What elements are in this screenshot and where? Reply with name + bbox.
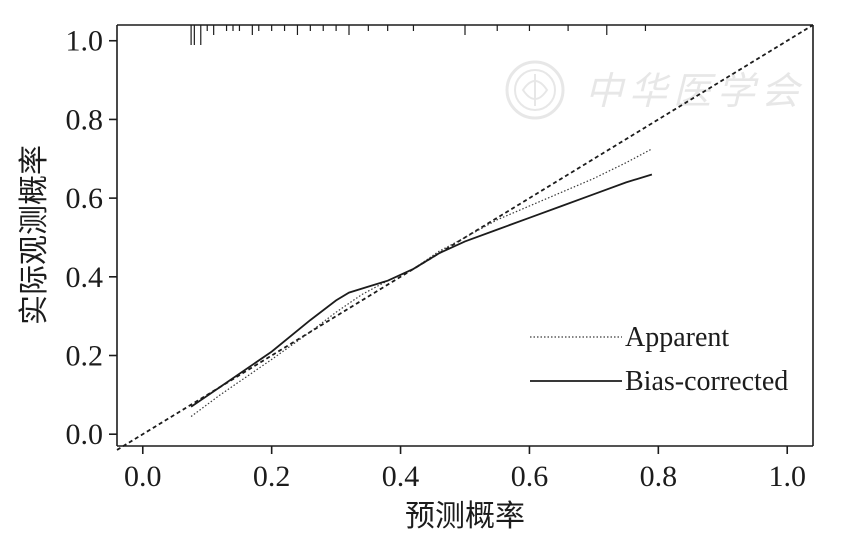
x-tick-label-0: 0.0 — [124, 460, 162, 493]
y-axis-ticks: 0.0 0.2 0.4 0.6 0.8 1.0 — [66, 25, 117, 451]
y-tick-label-5: 1.0 — [66, 25, 104, 58]
x-tick-label-4: 0.8 — [640, 460, 678, 493]
series-apparent-line — [190, 148, 653, 417]
y-axis-title: 实际观测概率 — [17, 145, 52, 325]
x-tick-label-5: 1.0 — [768, 460, 806, 493]
watermark: 中华医学会 — [505, 60, 805, 120]
axes: 0.0 0.2 0.4 0.6 0.8 1.0 0.0 0.2 0.4 0.6 0.8 1.0 — [66, 24, 814, 493]
legend: Apparent Bias-corrected — [530, 322, 788, 397]
x-tick-label-1: 0.2 — [253, 460, 291, 493]
y-tick-label-2: 0.4 — [66, 261, 104, 294]
y-tick-label-4: 0.8 — [66, 103, 104, 136]
rug-marks — [190, 25, 647, 45]
y-tick-label-1: 0.2 — [66, 340, 104, 373]
y-tick-label-0: 0.0 — [66, 418, 104, 451]
x-tick-label-2: 0.4 — [382, 460, 420, 493]
medical-association-seal-icon — [505, 60, 565, 120]
y-tick-label-3: 0.6 — [66, 182, 104, 215]
watermark-text: 中华医学会 — [585, 69, 805, 113]
legend-bias-corrected-label: Bias-corrected — [625, 366, 788, 397]
x-axis-title: 预测概率 — [405, 499, 525, 534]
x-tick-label-3: 0.6 — [511, 460, 549, 493]
x-axis-ticks: 0.0 0.2 0.4 0.6 0.8 1.0 — [124, 446, 806, 493]
legend-apparent-label: Apparent — [625, 322, 729, 353]
series-bias-corrected-line — [190, 173, 653, 408]
